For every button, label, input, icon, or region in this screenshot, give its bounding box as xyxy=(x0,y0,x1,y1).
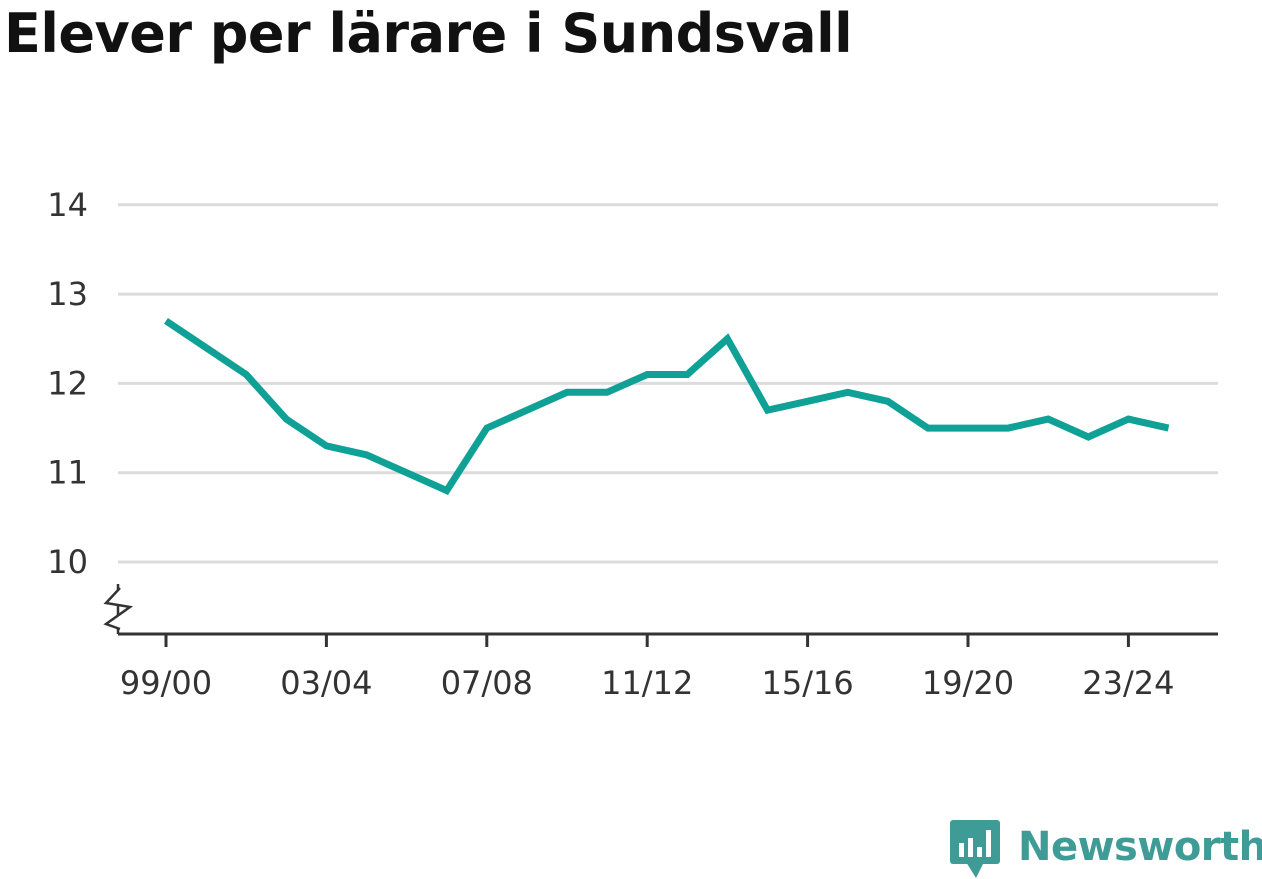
newsworthy-brand: Newsworthy xyxy=(950,816,1262,878)
x-tick-label: 23/24 xyxy=(1082,664,1174,702)
x-tick-label: 19/20 xyxy=(922,664,1014,702)
x-tick-label: 11/12 xyxy=(601,664,693,702)
series-group xyxy=(164,317,1170,496)
chart-title: Elever per lärare i Sundsvall xyxy=(4,2,853,65)
x-tick-label: 07/08 xyxy=(441,664,533,702)
x-axis xyxy=(103,584,1218,636)
y-axis-ticks: 10 11 12 13 14 xyxy=(47,186,88,581)
y-tick-label: 13 xyxy=(47,275,88,313)
gridlines xyxy=(118,203,1218,564)
y-tick-label: 14 xyxy=(47,186,88,224)
y-tick-label: 11 xyxy=(47,454,88,492)
series-line xyxy=(164,317,1170,496)
x-tick-label: 99/00 xyxy=(120,664,212,702)
y-tick-label: 12 xyxy=(47,364,88,402)
axis-break-mark xyxy=(103,587,134,631)
y-tick-label: 10 xyxy=(47,543,88,581)
x-axis-ticks: 99/00 03/04 07/08 11/12 15/16 19/20 23/24 xyxy=(120,634,1175,702)
brand-name: Newsworthy xyxy=(1018,824,1262,870)
x-tick-label: 15/16 xyxy=(761,664,853,702)
newsworthy-logo-icon xyxy=(950,820,1000,878)
x-tick-label: 03/04 xyxy=(280,664,372,702)
